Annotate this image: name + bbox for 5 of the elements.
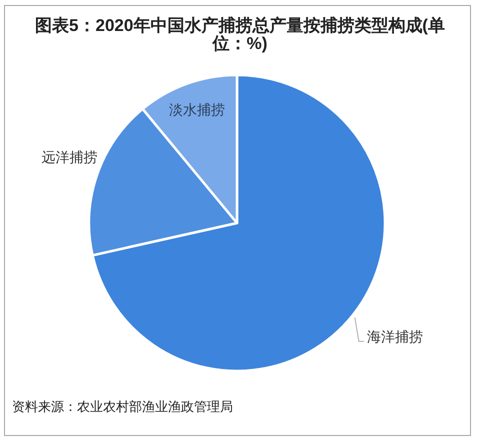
text: 资料来源：农业农村部渔业渔政管理局: [12, 399, 233, 415]
slice-label: 淡水捕捞: [168, 102, 225, 118]
slice-label: 海洋捕捞: [366, 328, 423, 344]
chart-title: 图表5：2020年中国水产捕捞总产量按捕捞类型构成(单位：%): [35, 16, 445, 53]
slice-label: 远洋捕捞: [41, 149, 98, 166]
